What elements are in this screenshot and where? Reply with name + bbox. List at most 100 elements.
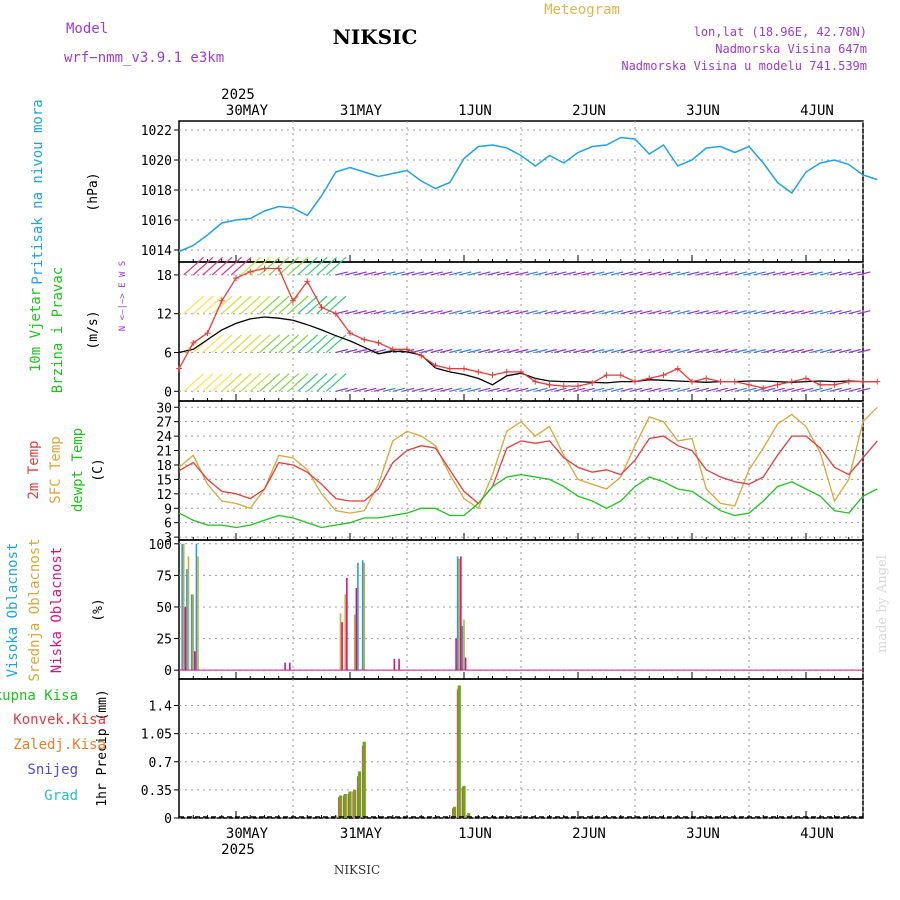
wind-barb [230,334,252,353]
gust-marker [760,385,767,392]
wind-barb [791,271,804,276]
cloud-bar [284,662,286,671]
wind-barb [468,310,481,315]
y-tick-label: 0 [164,385,172,400]
bottom-date-axis: 2025 30MAY 31MAY 1JUN 2JUN 3JUN 4JUN [221,826,834,858]
wind-barb [810,348,823,354]
wind-barb [268,373,290,392]
gust-marker [575,383,581,390]
precip-bar-conv [461,787,463,818]
wind-barb [449,387,462,392]
wind-barb [611,387,624,392]
wind-barb [516,310,529,315]
gust-marker [204,330,211,337]
wind-barb [763,348,776,354]
wind-barb [440,271,453,276]
cloud-frame [178,539,864,680]
wind-barb [554,348,567,354]
y-tick-label: 0 [164,812,172,827]
wind-barb [706,387,719,392]
wind-barb [506,310,519,315]
wind-barb [259,334,280,353]
wind-barb [772,348,785,354]
top-day-label: 3JUN [686,103,720,119]
wind-barb [430,387,443,392]
wind-barb [306,256,328,276]
precip-bar-total [467,813,471,818]
wind-barb [459,348,472,354]
wind-barb [345,387,358,392]
temp-unit: (C) [91,458,106,481]
y-tick-label: 15 [156,473,172,488]
wind-barb [354,387,367,392]
temperature-panel: 2m Temp SFC Temp dewpt Temp (C) 36912151… [26,400,878,546]
wind-barb [325,334,347,353]
wind-barb [449,348,462,354]
wind-barb [183,373,204,392]
pressure-panel: Pritisak na nivou mora (hPa) 1014 1016 101… [30,99,878,285]
wind-barb [211,373,233,392]
wind-barb [249,295,271,315]
compass-label: N <—|—> E W S [118,261,128,331]
wind-barb [791,348,804,354]
cloud-bar [398,658,400,671]
wind-barb [259,256,280,276]
elevation-label: Nadmorska Visina 647m [715,42,867,56]
wind-barb [782,271,795,276]
wind-barb [658,387,671,392]
pressure-line [178,136,878,253]
top-day-label: 30MAY [226,103,269,119]
gust-marker [874,378,881,385]
y-tick-label: 27 [156,416,172,431]
wind-barb [411,310,424,315]
wind-barb [706,310,719,315]
wind-barb [297,373,318,392]
wind-barb [421,310,434,315]
wind-barb [620,271,633,276]
wind-barb [411,271,424,276]
wind-barb [535,387,548,392]
wind-barb [763,310,776,315]
wind-barb [791,310,804,315]
cloud-bar [464,657,467,671]
wind-gust-line [178,267,878,389]
cloud-bar [186,569,188,671]
wind-barb [592,310,605,315]
wind-barb [544,387,557,392]
y-tick-label: 1018 [141,184,172,199]
gust-marker [660,372,667,379]
precip-bar-total [348,791,352,818]
gust-marker [646,375,653,382]
wind-barb [306,373,328,392]
wind-barb [506,271,519,276]
wind-barb [734,271,747,276]
wind-barb [782,310,795,315]
y-tick-label: 1014 [141,244,172,259]
wind-barb [525,271,538,276]
wind-barb [687,387,700,392]
wind-barb [639,271,652,276]
wind-barb [221,256,242,276]
wind-barb [639,310,652,315]
wind-barb [839,348,852,354]
precip-bar-conv [352,791,354,818]
wind-barb [278,295,299,315]
gust-marker [176,365,182,372]
wind-barb [430,348,443,354]
wind-barb [230,295,252,315]
cloud-bar [190,594,193,671]
gust-marker [461,365,467,372]
precip-bar-total [338,795,343,818]
wind-barb [601,310,614,315]
wind-barb [810,271,823,276]
wind-barb [801,348,814,354]
y-tick-label: 6 [164,347,172,362]
y-tick-label: 75 [156,569,172,584]
wind-barb [430,271,443,276]
wind-barb [782,387,795,392]
y-tick-label: 12 [156,308,172,323]
cloud-bar [195,543,198,671]
gust-marker [803,375,809,382]
dewpoint-line [178,473,878,529]
gust-marker [404,346,410,353]
